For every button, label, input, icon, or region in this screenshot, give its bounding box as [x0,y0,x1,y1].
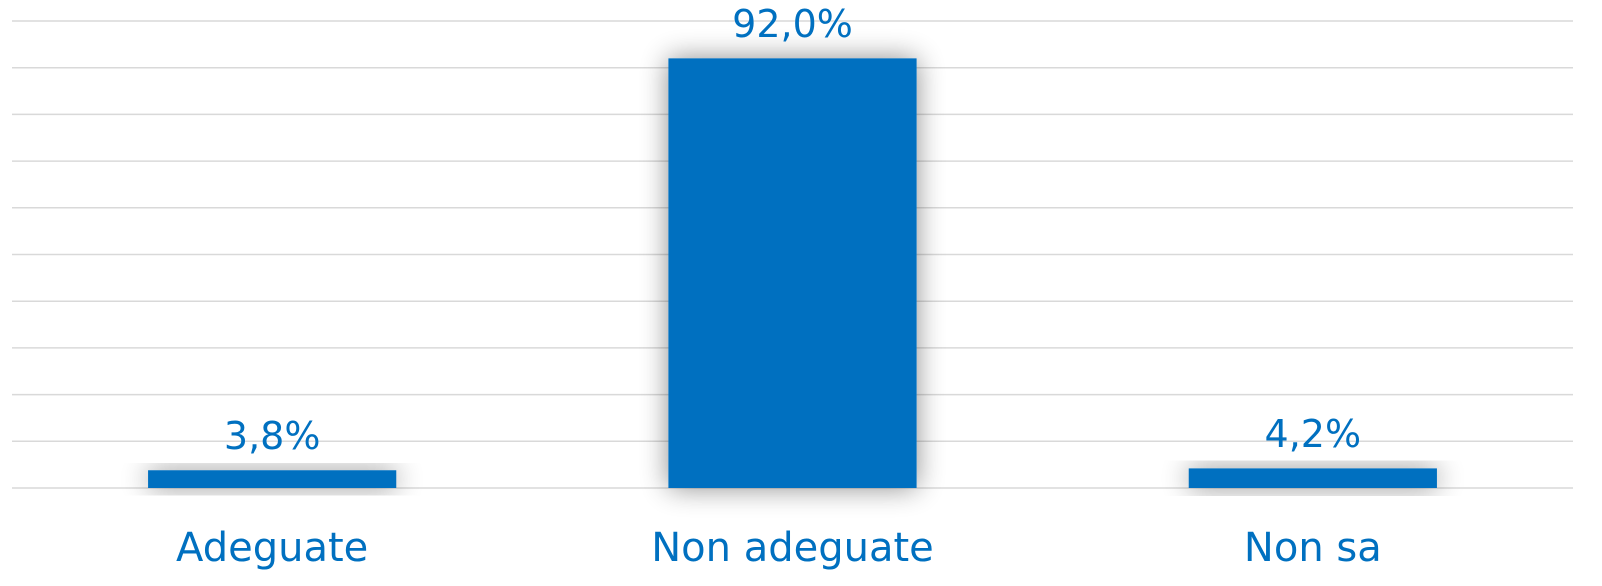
x-tick-label: Non sa [1244,525,1382,571]
x-tick-label: Adeguate [176,525,368,571]
bar [148,470,397,488]
value-label: 92,0% [732,2,853,46]
bar [668,58,917,489]
x-tick-label: Non adeguate [651,525,934,571]
bar [1188,468,1437,488]
value-label: 3,8% [224,414,321,458]
value-label: 4,2% [1265,412,1362,456]
